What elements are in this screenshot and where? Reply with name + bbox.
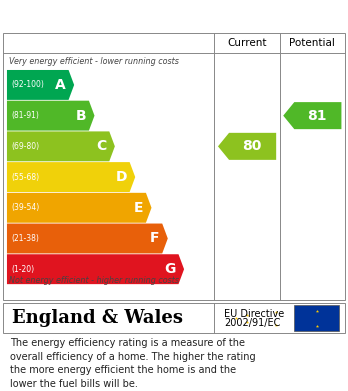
- Text: The energy efficiency rating is a measure of the
overall efficiency of a home. T: The energy efficiency rating is a measur…: [10, 338, 256, 389]
- Text: (69-80): (69-80): [11, 142, 39, 151]
- Polygon shape: [7, 101, 95, 131]
- Text: F: F: [150, 231, 159, 246]
- Polygon shape: [7, 131, 115, 161]
- Text: 2002/91/EC: 2002/91/EC: [224, 318, 281, 328]
- Text: D: D: [116, 170, 127, 184]
- Text: (21-38): (21-38): [11, 234, 39, 243]
- Text: Very energy efficient - lower running costs: Very energy efficient - lower running co…: [9, 57, 179, 66]
- Text: (55-68): (55-68): [11, 172, 39, 181]
- Text: Not energy efficient - higher running costs: Not energy efficient - higher running co…: [9, 276, 179, 285]
- Text: EU Directive: EU Directive: [224, 309, 285, 319]
- Text: 81: 81: [307, 109, 326, 123]
- Text: G: G: [164, 262, 176, 276]
- Bar: [294, 305, 339, 331]
- Text: (1-20): (1-20): [11, 265, 34, 274]
- Text: England & Wales: England & Wales: [12, 309, 183, 327]
- Text: Energy Efficiency Rating: Energy Efficiency Rating: [10, 6, 239, 24]
- Text: (39-54): (39-54): [11, 203, 39, 212]
- Polygon shape: [7, 254, 184, 284]
- Polygon shape: [283, 102, 341, 129]
- Text: (81-91): (81-91): [11, 111, 39, 120]
- Text: Potential: Potential: [290, 38, 335, 48]
- Polygon shape: [7, 162, 135, 192]
- Text: B: B: [76, 109, 86, 123]
- Polygon shape: [7, 70, 74, 100]
- Polygon shape: [7, 224, 168, 253]
- Text: C: C: [96, 139, 106, 153]
- Text: Current: Current: [227, 38, 267, 48]
- Text: A: A: [55, 78, 66, 92]
- Polygon shape: [218, 133, 276, 160]
- Text: 80: 80: [242, 139, 261, 153]
- Text: E: E: [134, 201, 143, 215]
- Polygon shape: [7, 193, 151, 223]
- Text: (92-100): (92-100): [11, 81, 44, 90]
